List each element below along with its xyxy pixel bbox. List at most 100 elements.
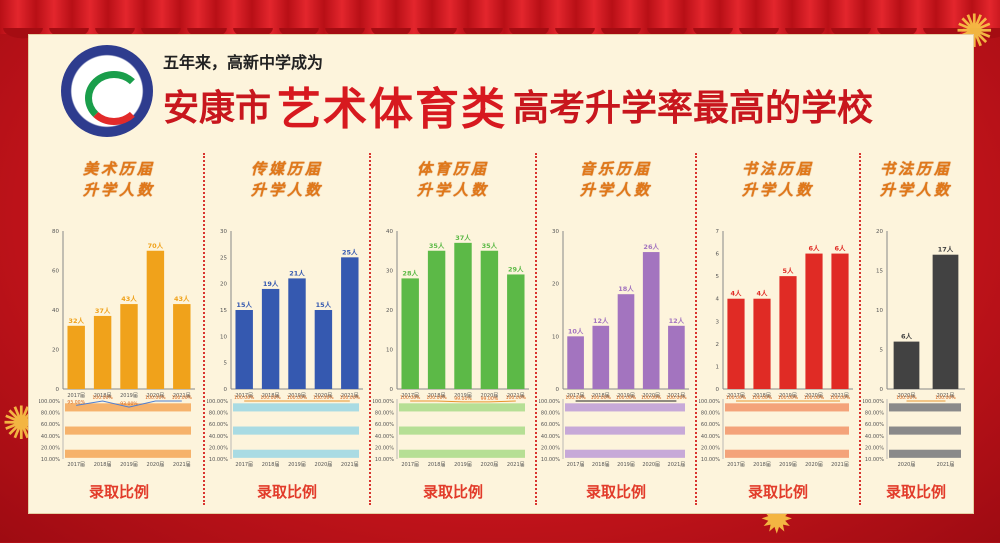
bar	[893, 341, 920, 389]
ratio-x-tick-label: 2019届	[288, 462, 306, 468]
data-label: 21人	[289, 268, 305, 277]
ratio-x-tick-label: 2020届	[898, 462, 916, 468]
panel-title: 书法历届 升学人数	[879, 160, 952, 199]
ratio-data-label: 100.00%	[260, 395, 281, 401]
ratio-y-tick-label: 60.00%	[41, 422, 60, 428]
ratio-y-tick-label: 20.00%	[209, 445, 228, 451]
header-subtitle: 五年来，高新中学成为	[163, 53, 324, 72]
y-tick-label: 5	[716, 274, 720, 280]
y-tick-label: 0	[224, 387, 228, 393]
panel-divider	[369, 153, 371, 505]
panel-footer: 录取比例	[747, 483, 808, 501]
ratio-y-tick-label: 40.00%	[375, 434, 394, 440]
y-tick-label: 15	[876, 269, 883, 275]
x-tick-label: 2020届	[805, 393, 823, 399]
ratio-data-label: 100.00%	[426, 395, 447, 401]
bar	[93, 315, 112, 389]
x-tick-label: 2017届	[567, 393, 585, 399]
bar-chart: 0 1 2 3 4 5 6 7 4人 2017届 4人 2018届 5人 2019届 6人 2020届 6人 20…	[699, 229, 853, 468]
x-tick-label: 2018届	[94, 393, 112, 399]
ratio-band	[565, 449, 685, 458]
panel-title: 书法历届 升学人数	[741, 160, 814, 199]
x-tick-label: 2020届	[147, 393, 165, 399]
ratio-band	[233, 449, 359, 458]
ratio-band	[233, 403, 359, 412]
ratio-x-tick-label: 2019届	[454, 462, 472, 468]
bar	[480, 250, 499, 389]
ratio-data-label: 95.00%	[67, 399, 85, 405]
x-tick-label: 2019届	[288, 393, 306, 399]
ratio-y-tick-label: 40.00%	[865, 434, 884, 440]
panel-footer: 录取比例	[88, 483, 149, 501]
data-label: 15人	[316, 300, 332, 309]
y-tick-label: 20	[386, 308, 393, 314]
ratio-x-tick-label: 2019届	[779, 462, 797, 468]
x-tick-label: 2018届	[753, 393, 771, 399]
bar	[642, 252, 660, 389]
ratio-x-tick-label: 2019届	[617, 462, 635, 468]
ratio-y-tick-label: 60.00%	[701, 422, 720, 428]
ratio-band	[65, 403, 191, 412]
panel-title: 音乐历届 升学人数	[579, 160, 652, 199]
data-label: 26人	[643, 242, 659, 251]
y-tick-label: 20	[552, 282, 559, 288]
panel-footer: 录取比例	[256, 483, 317, 501]
ratio-band	[725, 449, 849, 458]
ratio-data-label: 100.00%	[92, 395, 113, 401]
bar	[120, 304, 138, 389]
ratio-y-tick-label: 100.00%	[373, 399, 394, 405]
header: 五年来，高新中学成为 安康市 艺术体育类 高考升学率最高的学校	[29, 35, 973, 147]
ratio-y-tick-label: 20.00%	[701, 445, 720, 451]
y-tick-label: 4	[716, 297, 720, 303]
data-label: 18人	[618, 284, 634, 293]
data-label: 6人	[901, 332, 913, 341]
data-label: 15人	[236, 300, 252, 309]
ratio-y-tick-label: 100.00%	[207, 399, 228, 405]
ratio-y-tick-label: 100.00%	[539, 399, 560, 405]
ratio-y-tick-label: 20.00%	[541, 445, 560, 451]
bar	[235, 310, 253, 389]
ratio-y-tick-label: 20.00%	[865, 445, 884, 451]
panel-divider	[695, 153, 697, 505]
ratio-data-label: 100.00%	[506, 395, 527, 401]
ratio-y-tick-label: 80.00%	[701, 411, 720, 417]
ratio-y-tick-label: 80.00%	[865, 411, 884, 417]
x-tick-label: 2018届	[592, 393, 610, 399]
data-label: 35人	[482, 241, 498, 250]
panel-calligraphy: 书法历届 升学人数 0 1 2 3 4 5 6 7 4人 2017届 4人 2018届 5人 2019届 6人…	[699, 153, 857, 509]
data-label: 12人	[669, 316, 685, 325]
bar-chart: 051015206人2020届17人2021届100.00%80.00%60.0…	[863, 229, 965, 468]
ratio-band	[65, 449, 191, 458]
ratio-y-tick-label: 80.00%	[41, 411, 60, 417]
bar	[507, 274, 525, 389]
ratio-band	[889, 426, 961, 435]
panel-title: 美术历届 升学人数	[82, 160, 155, 199]
ratio-band	[233, 426, 359, 435]
ratio-x-tick-label: 2020届	[147, 462, 165, 468]
ratio-data-label: 99.00%	[481, 396, 499, 402]
ratio-band	[725, 403, 849, 412]
y-tick-label: 3	[716, 319, 720, 325]
ratio-y-tick-label: 40.00%	[701, 434, 720, 440]
ratio-data-label: 100.00%	[666, 395, 687, 401]
ratio-x-tick-label: 2019届	[120, 462, 138, 468]
y-tick-label: 25	[220, 255, 227, 261]
ratio-data-label: 100.00%	[752, 395, 773, 401]
ratio-data-label: 100.00%	[616, 395, 637, 401]
panel-divider	[535, 153, 537, 505]
y-tick-label: 30	[552, 229, 559, 235]
stage-curtain	[0, 0, 1000, 40]
ratio-y-tick-label: 10.00%	[701, 457, 720, 463]
bar	[288, 278, 306, 389]
data-label: 6人	[834, 244, 846, 253]
ratio-y-tick-label: 10.00%	[541, 457, 560, 463]
ratio-y-tick-label: 40.00%	[41, 434, 60, 440]
panel-footer: 录取比例	[585, 483, 646, 501]
x-tick-label: 2021届	[507, 393, 525, 399]
ratio-data-label: 100.00%	[830, 395, 851, 401]
ratio-data-label: 100.00%	[172, 395, 193, 401]
y-tick-label: 7	[716, 229, 720, 235]
panel-art: 美术历届 升学人数 0 20 40 60 80 32人 2017届 37人 2018届 43人 201…	[39, 153, 199, 509]
ratio-y-tick-label: 10.00%	[41, 457, 60, 463]
bar	[727, 298, 745, 389]
